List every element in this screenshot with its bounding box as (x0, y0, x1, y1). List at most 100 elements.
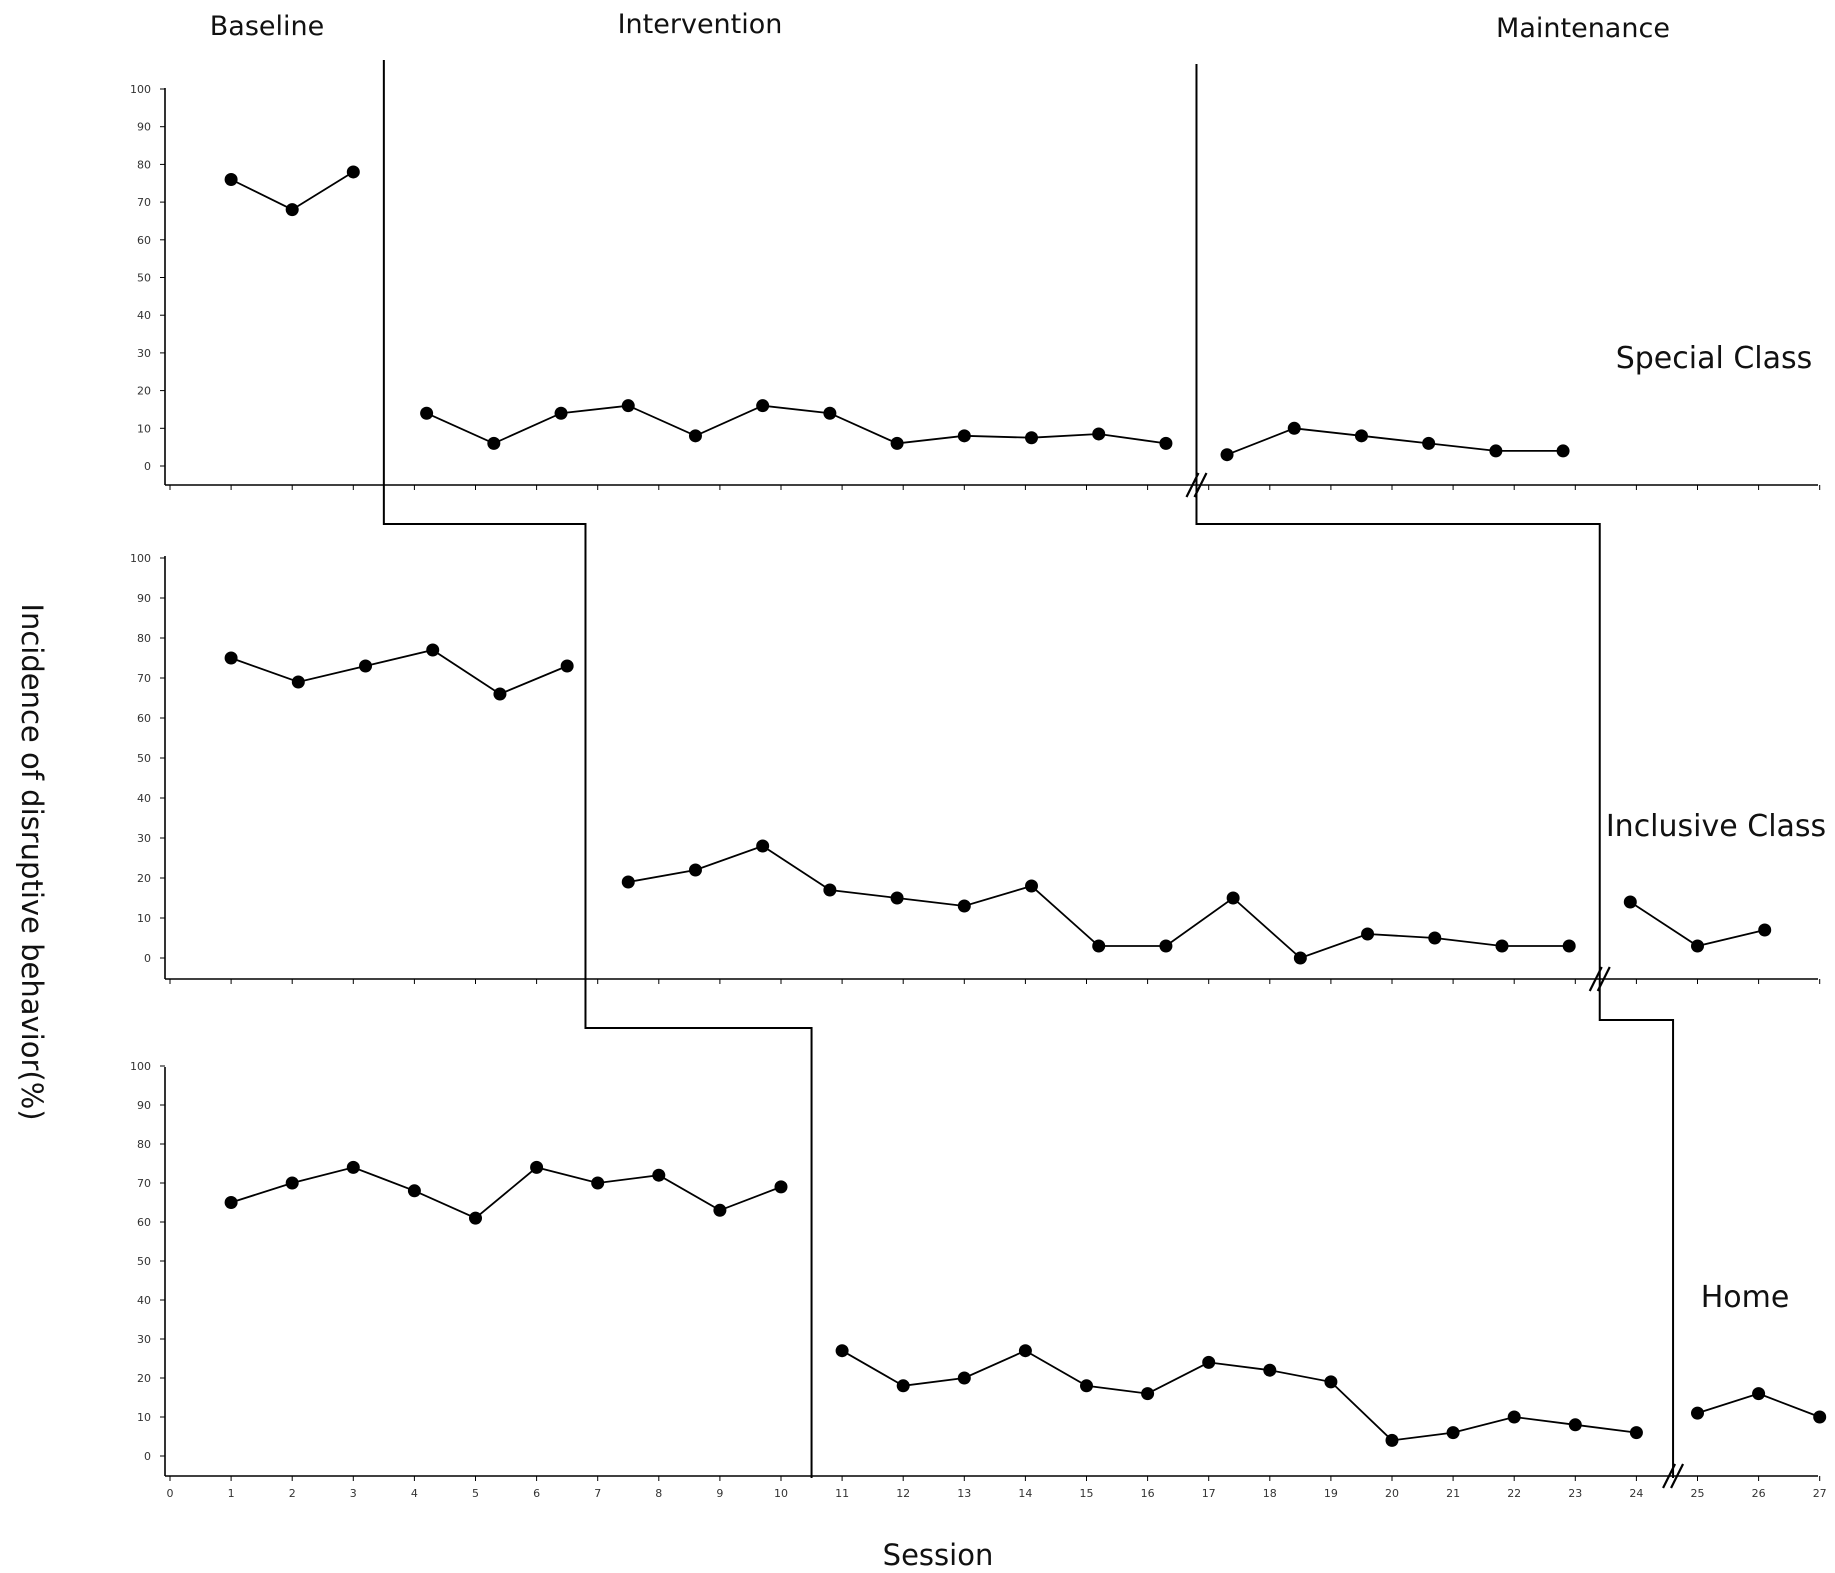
data-point (291, 675, 305, 689)
data-point (1446, 1426, 1460, 1440)
phase-change-line-intervention (382, 60, 813, 1478)
data-point (1422, 436, 1436, 450)
setting-label-inclusive-class: Inclusive Class (1606, 809, 1826, 844)
y-tick-label: 100 (130, 1060, 151, 1073)
series-line-maintenance (1226, 427, 1564, 456)
data-point (1080, 1379, 1093, 1393)
data-point (896, 1379, 910, 1393)
series-line-intervention (841, 1349, 1637, 1442)
x-tick-label: 19 (1324, 1487, 1338, 1500)
data-point (1159, 436, 1173, 450)
y-tick-label: 80 (137, 632, 151, 645)
data-point (1758, 923, 1772, 937)
data-point (407, 1184, 421, 1198)
data-point (835, 1344, 849, 1358)
data-point (554, 406, 568, 420)
x-tick-label: 21 (1446, 1487, 1460, 1500)
y-tick-label: 90 (137, 121, 151, 134)
data-point (285, 203, 299, 217)
data-point (1428, 931, 1442, 945)
y-tick-label: 40 (137, 309, 151, 322)
y-tick-label: 20 (137, 385, 151, 398)
y-tick-label: 60 (137, 234, 151, 247)
x-tick-label: 14 (1018, 1487, 1032, 1500)
data-point (1025, 879, 1039, 893)
chart-static-layer (382, 60, 1675, 1478)
chart-panels-layer: 0102030405060708090100010203040506070809… (130, 83, 1827, 1500)
x-tick-label: 0 (167, 1487, 174, 1500)
chart-labels-layer: Baseline Intervention Maintenance Specia… (15, 9, 1826, 1572)
data-point (1226, 891, 1240, 905)
data-point (1629, 1426, 1643, 1440)
data-point (346, 165, 360, 179)
data-point (1293, 951, 1307, 965)
data-point (1220, 448, 1234, 462)
data-point (1691, 1406, 1704, 1420)
x-tick-label: 23 (1568, 1487, 1582, 1500)
data-point (1159, 939, 1173, 953)
data-point (487, 436, 501, 450)
data-point (1568, 1418, 1582, 1432)
data-point (1025, 431, 1039, 445)
x-tick-label: 6 (533, 1487, 540, 1500)
data-point (1202, 1355, 1216, 1369)
data-point (688, 429, 702, 443)
data-point (560, 659, 574, 673)
x-tick-label: 3 (350, 1487, 357, 1500)
data-point (469, 1211, 482, 1225)
data-point (224, 172, 238, 186)
phase-label-maintenance: Maintenance (1496, 13, 1670, 44)
series-line-maintenance (1629, 901, 1765, 947)
axis-break-mark (1193, 472, 1208, 498)
data-point (621, 875, 635, 889)
y-tick-label: 70 (137, 196, 151, 209)
data-point (756, 399, 770, 413)
y-tick-label: 60 (137, 712, 151, 725)
y-tick-label: 70 (137, 1177, 151, 1190)
data-point (1562, 939, 1576, 953)
x-tick-label: 1 (228, 1487, 235, 1500)
x-tick-label: 16 (1141, 1487, 1155, 1500)
y-tick-label: 10 (137, 1411, 151, 1424)
data-point (957, 899, 971, 913)
x-tick-label: 18 (1263, 1487, 1277, 1500)
data-point (1092, 427, 1106, 441)
data-point (823, 883, 837, 897)
data-point (713, 1203, 727, 1217)
data-point (890, 891, 904, 905)
x-tick-label: 22 (1507, 1487, 1521, 1500)
y-tick-label: 90 (137, 592, 151, 605)
y-tick-label: 40 (137, 1294, 151, 1307)
data-point (823, 406, 837, 420)
x-tick-label: 13 (957, 1487, 971, 1500)
y-tick-label: 30 (137, 1333, 151, 1346)
x-axis-title: Session (883, 1538, 994, 1572)
axis-break-mark (1185, 472, 1200, 498)
data-point (426, 643, 440, 657)
data-point (652, 1168, 666, 1182)
data-point (1623, 895, 1637, 909)
data-point (756, 839, 770, 853)
x-tick-label: 10 (774, 1487, 788, 1500)
data-point (1354, 429, 1368, 443)
data-point (493, 687, 507, 701)
x-tick-label: 11 (835, 1487, 849, 1500)
x-tick-label: 15 (1080, 1487, 1094, 1500)
data-point (1361, 927, 1375, 941)
y-tick-label: 70 (137, 672, 151, 685)
data-point (1018, 1344, 1032, 1358)
y-tick-label: 50 (137, 1255, 151, 1268)
x-tick-label: 26 (1752, 1487, 1766, 1500)
data-point (1287, 421, 1301, 435)
data-point (591, 1176, 605, 1190)
data-point (1691, 939, 1704, 953)
phase-label-intervention: Intervention (618, 9, 783, 40)
data-point (1263, 1363, 1277, 1377)
data-point (224, 651, 238, 665)
y-tick-label: 50 (137, 272, 151, 285)
x-tick-label: 12 (896, 1487, 910, 1500)
data-point (1556, 444, 1570, 458)
x-tick-label: 27 (1813, 1487, 1827, 1500)
